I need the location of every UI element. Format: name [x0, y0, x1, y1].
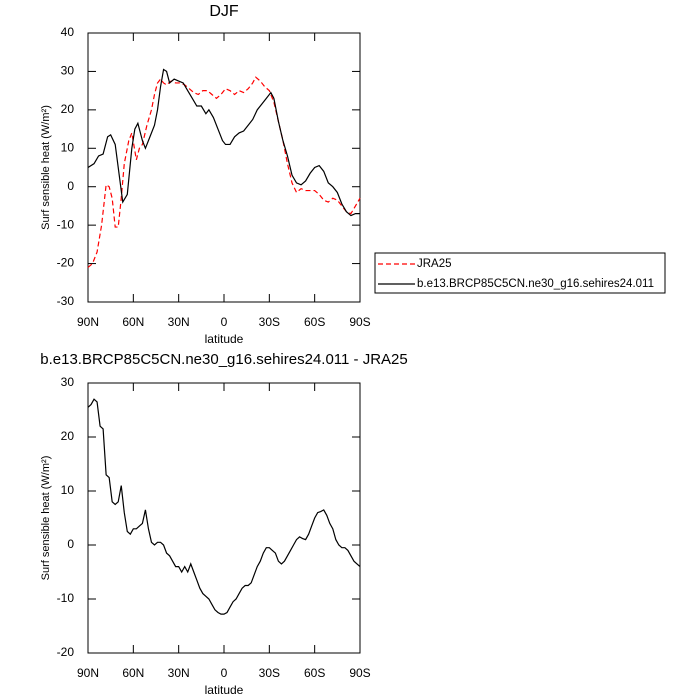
- y-tick-label: -10: [57, 217, 75, 231]
- plot-frame: [87, 382, 361, 654]
- y-tick-label: 20: [61, 429, 75, 443]
- y-tick-label: -30: [57, 294, 75, 308]
- y-tick-label: 30: [61, 375, 75, 389]
- x-tick-label: 0: [221, 315, 228, 329]
- y-tick-label: 40: [61, 25, 75, 39]
- x-tick-label: 60N: [122, 315, 144, 329]
- y-tick-label: -20: [57, 256, 75, 270]
- y-tick-label: 10: [61, 483, 75, 497]
- x-tick-label: 90N: [77, 666, 99, 680]
- y-axis-label: Surf sensible heat (W/m²): [40, 105, 52, 230]
- chart-title: DJF: [209, 3, 239, 20]
- chart-title: b.e13.BRCP85C5CN.ne30_g16.sehires24.011 …: [40, 351, 407, 368]
- data-line: [87, 398, 361, 615]
- x-tick-label: 90S: [349, 315, 370, 329]
- data-line: [87, 68, 360, 217]
- x-tick-label: 90S: [349, 666, 370, 680]
- x-tick-label: 60S: [304, 315, 325, 329]
- data-line: [87, 76, 361, 268]
- x-tick-label: 30S: [259, 666, 280, 680]
- x-tick-label: 30N: [168, 315, 190, 329]
- plot-frame: [87, 32, 361, 303]
- legend-box: [374, 252, 666, 294]
- x-tick-label: 60S: [304, 666, 325, 680]
- x-tick-label: 30S: [259, 315, 280, 329]
- x-axis-label: latitude: [205, 683, 244, 697]
- x-tick-label: 0: [221, 666, 228, 680]
- legend-label: JRA25: [417, 258, 452, 270]
- x-tick-label: 90N: [77, 315, 99, 329]
- x-tick-label: 60N: [122, 666, 144, 680]
- legend-label: b.e13.BRCP85C5CN.ne30_g16.sehires24.011: [417, 278, 654, 290]
- y-axis-label: Surf sensible heat (W/m²): [40, 456, 52, 581]
- x-axis-label: latitude: [205, 332, 244, 346]
- y-tick-label: 10: [61, 140, 75, 154]
- y-tick-label: 20: [61, 102, 75, 116]
- y-tick-label: -10: [57, 591, 75, 605]
- y-tick-label: 0: [67, 537, 74, 551]
- x-tick-label: 30N: [168, 666, 190, 680]
- y-tick-label: 0: [67, 179, 74, 193]
- y-tick-label: -20: [57, 645, 75, 659]
- y-tick-label: 30: [61, 64, 75, 78]
